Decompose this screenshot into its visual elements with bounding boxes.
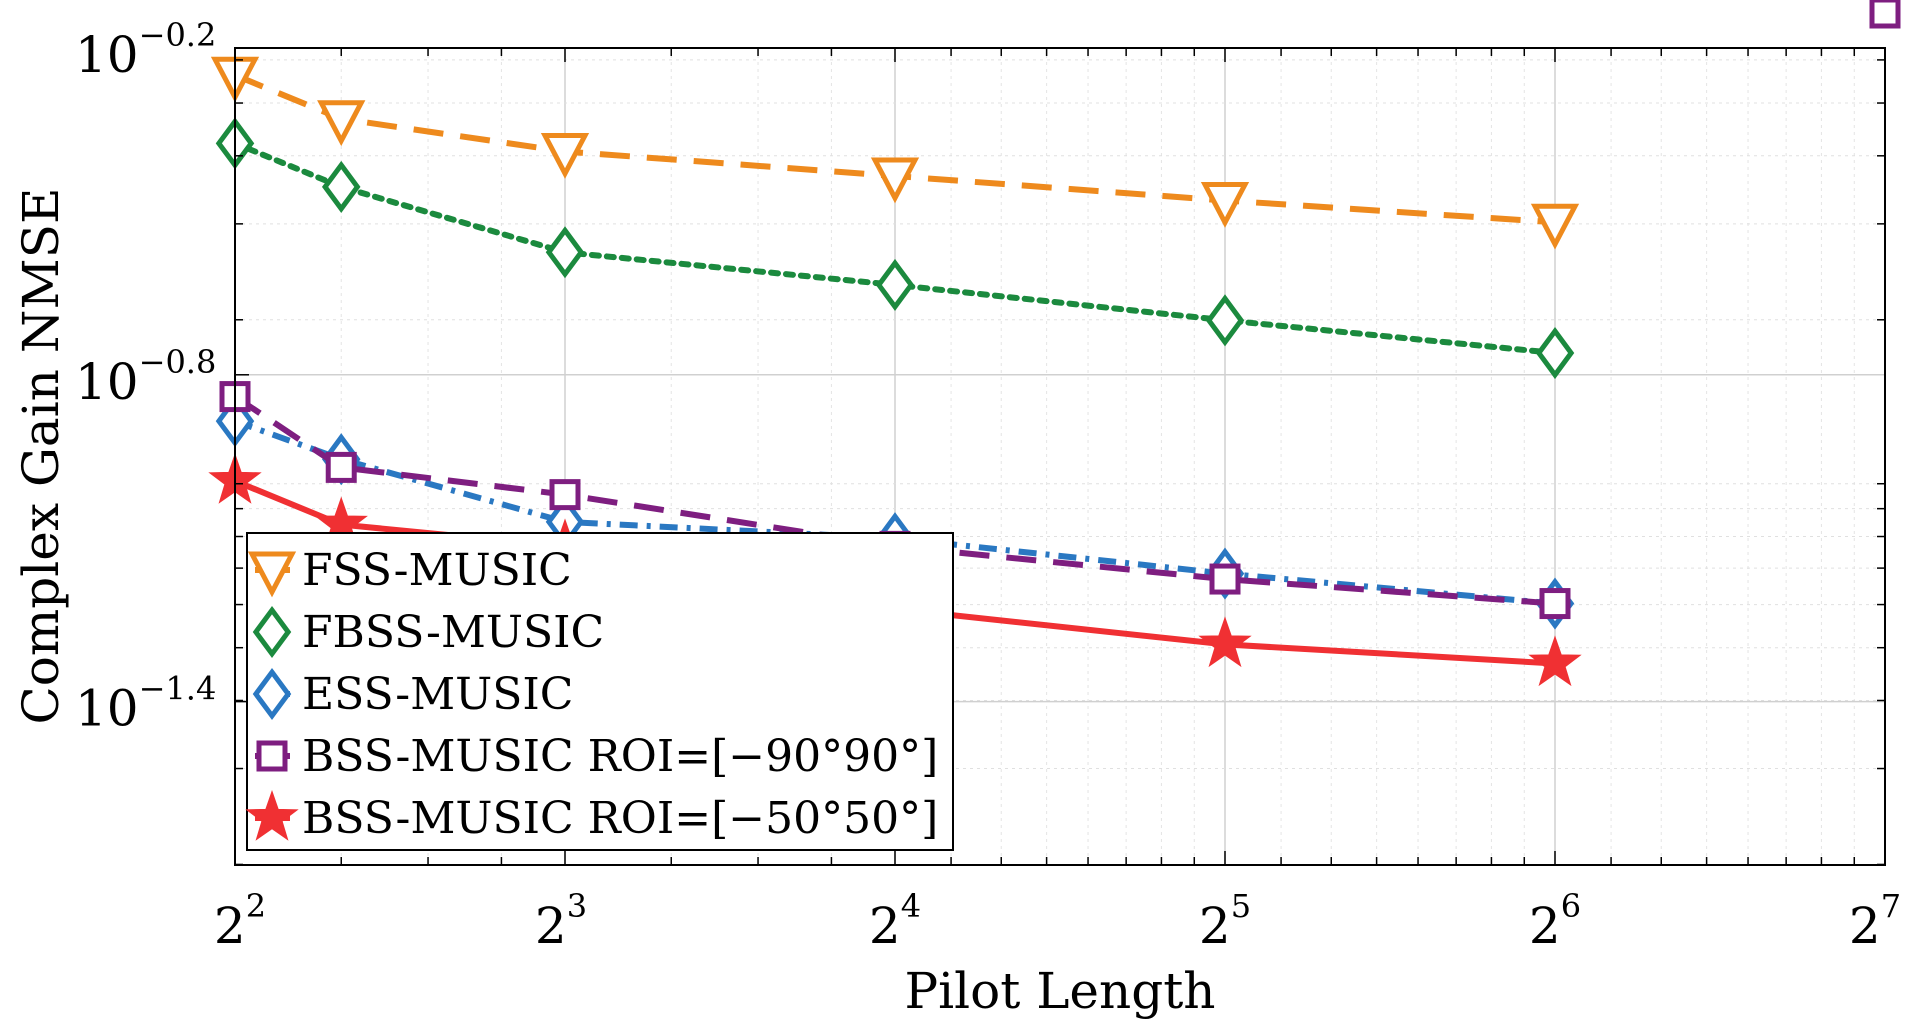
data-point: [1209, 563, 1241, 595]
legend-entry: FBSS-MUSIC: [252, 605, 604, 659]
data-point: [1539, 588, 1571, 620]
x-tick-label: 27: [1849, 887, 1901, 955]
data-point: [1535, 326, 1575, 380]
data-point: [549, 479, 581, 511]
legend-label: FBSS-MUSIC: [302, 607, 604, 658]
data-point: [1530, 203, 1580, 250]
legend-entry: BSS-MUSIC ROI=[−90°90°]: [255, 731, 938, 782]
legend-marker: [252, 667, 292, 721]
x-tick-label: 26: [1529, 887, 1581, 955]
legend-box: [246, 532, 954, 851]
legend-marker: [252, 605, 292, 659]
data-point: [545, 226, 585, 279]
data-point: [540, 132, 590, 179]
x-tick-label: 24: [869, 887, 921, 955]
legend-marker: [245, 789, 299, 841]
data-point: [1198, 616, 1252, 668]
series-line: [233, 394, 1556, 607]
data-point: [1200, 182, 1250, 228]
x-tick-label: 22: [214, 887, 266, 955]
legend: FSS-MUSIC FBSS-MUSIC ESS-MUSIC BSS-MUSIC RO…: [245, 532, 954, 851]
data-point: [870, 157, 920, 204]
data-point: [875, 258, 915, 311]
legend-marker: [247, 551, 297, 598]
y-axis-label: Complex Gain NMSE: [12, 188, 70, 725]
legend-entry: ESS-MUSIC: [252, 667, 573, 721]
legend-label: BSS-MUSIC ROI=[−50°50°]: [302, 793, 938, 844]
data-point: [321, 160, 361, 213]
plot-frame: [234, 47, 1886, 866]
data-point: [317, 100, 366, 147]
series-line: [232, 140, 1558, 356]
legend-label: ESS-MUSIC: [302, 669, 573, 720]
legend-marker: [256, 740, 288, 772]
data-point: [1205, 294, 1245, 347]
y-tick-label: 10−1.4: [75, 670, 216, 738]
x-axis-label: Pilot Length: [904, 962, 1215, 1020]
data-point: [1869, 0, 1901, 29]
y-tick-label: 10−0.2: [75, 16, 216, 84]
data-point: [1528, 635, 1582, 687]
legend-label: BSS-MUSIC ROI=[−90°90°]: [302, 731, 938, 782]
legend-entry: BSS-MUSIC ROI=[−50°50°]: [245, 789, 938, 844]
series-1: [215, 117, 1575, 380]
y-tick-label: 10−0.8: [75, 343, 216, 411]
x-tick-label: 25: [1199, 887, 1251, 955]
axis-ticks: 22 23 24 25 26 27 10−0.2 10−0.8 10−1.4: [75, 16, 1901, 955]
legend-entry: FSS-MUSIC: [247, 545, 572, 598]
x-tick-label: 23: [535, 887, 587, 955]
data-point: [325, 451, 357, 483]
legend-label: FSS-MUSIC: [302, 545, 572, 596]
